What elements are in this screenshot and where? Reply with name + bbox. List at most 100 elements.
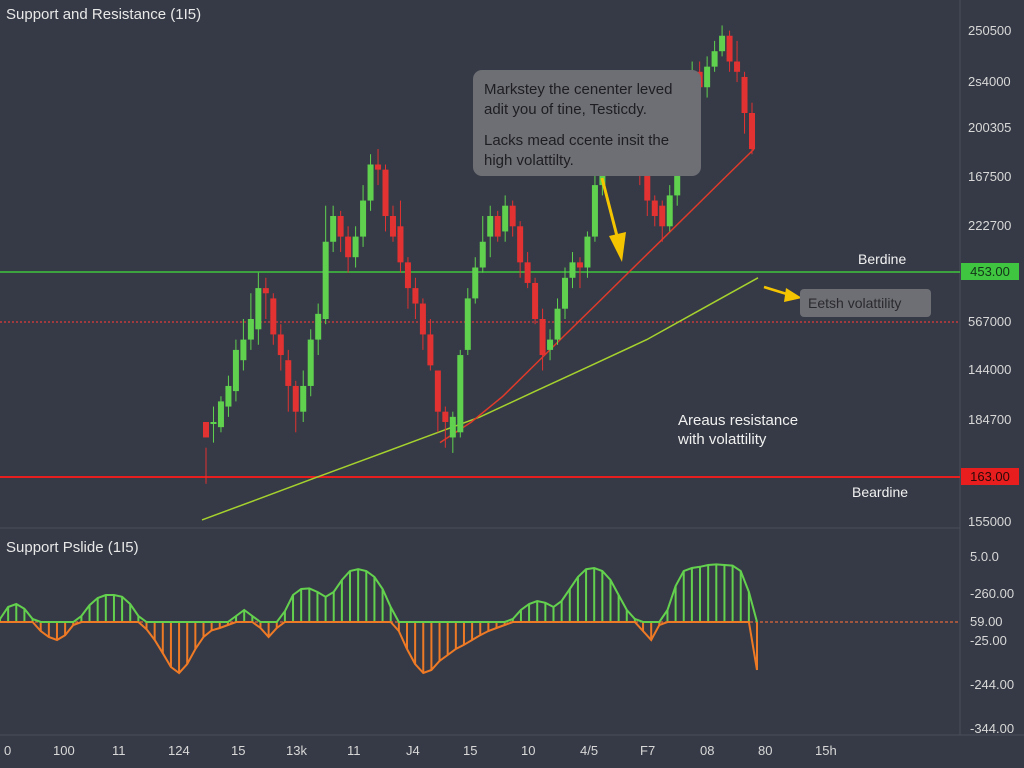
candle: [719, 25, 726, 57]
price-tick-label: 250500: [968, 23, 1011, 38]
oscillator-tick-label: 5.0.0: [970, 549, 999, 564]
candle: [330, 205, 337, 253]
time-tick-label: 124: [168, 743, 190, 758]
candle: [345, 226, 352, 273]
support-price-badge: 163.00: [961, 468, 1019, 485]
oscillator-bars: [0, 564, 758, 673]
callout-text-2: Lacks mead ccente insit the high volatti…: [484, 132, 670, 169]
candle: [472, 257, 479, 304]
candle: [741, 71, 748, 134]
time-tick-label: J4: [406, 743, 420, 758]
note-box: Eetsh volattility: [800, 289, 931, 317]
time-tick-label: 15: [463, 743, 477, 758]
candle: [569, 252, 576, 289]
time-tick-label: 10: [521, 743, 535, 758]
candle: [509, 200, 516, 237]
time-tick-label: 100: [53, 743, 75, 758]
candle: [547, 329, 554, 361]
callout-text-1: Markstey the cenenter leved adit you of …: [484, 81, 673, 118]
callout-box: Markstey the cenenter leved adit you of …: [473, 70, 701, 176]
candle: [337, 210, 344, 253]
price-tick-label: 222700: [968, 218, 1011, 233]
candle: [360, 185, 367, 247]
candle: [225, 375, 232, 417]
candle: [517, 221, 524, 278]
oscillator-positive-outline: [0, 563, 758, 623]
candle: [666, 185, 673, 232]
candle: [562, 267, 569, 319]
candle: [576, 257, 583, 289]
candle: [502, 195, 509, 242]
candle: [554, 298, 561, 345]
resistance-label: Berdine: [858, 251, 906, 267]
osc-zero-badge: 59.00: [970, 614, 1003, 629]
candle: [300, 370, 307, 422]
candle: [487, 205, 494, 258]
candle: [539, 308, 546, 371]
time-tick-label: 08: [700, 743, 714, 758]
main-chart-title: Support and Resistance (1I5): [6, 6, 202, 23]
price-tick-label: 200305: [968, 120, 1011, 135]
price-axis-ticks: 250500 2s4000 200305 167500 222700 567000 1440…: [968, 23, 1011, 529]
candle: [232, 339, 239, 402]
candle: [591, 174, 598, 242]
price-tick-label: 567000: [968, 314, 1011, 329]
candle: [262, 277, 269, 319]
oscillator-tick-label: -260.00: [970, 586, 1014, 601]
candle: [315, 303, 322, 356]
candle: [532, 277, 539, 325]
annotation-line-2: with volattility: [678, 431, 767, 448]
candle: [255, 272, 262, 345]
candle: [277, 324, 284, 371]
candle: [397, 200, 404, 273]
price-tick-label: 155000: [968, 514, 1011, 529]
candle: [240, 319, 247, 371]
candle: [203, 422, 209, 484]
candle: [584, 231, 591, 278]
candle: [734, 40, 741, 83]
time-tick-label: 11: [112, 743, 126, 758]
candle: [412, 277, 419, 319]
candle: [494, 210, 501, 242]
price-tick-label: 167500: [968, 169, 1011, 184]
resistance-annotation: Areaus resistance with volattility: [678, 411, 798, 449]
candle: [427, 319, 434, 371]
ma-fast-line: [439, 148, 755, 444]
candle: [389, 205, 396, 242]
candle: [704, 56, 711, 98]
time-tick-label: 15h: [815, 743, 837, 758]
candle: [210, 406, 217, 443]
svg-text:163.00: 163.00: [970, 469, 1010, 484]
candle: [307, 329, 314, 397]
callout-arrow-icon: [600, 177, 626, 262]
oscillator-tick-label: -25.00: [970, 633, 1007, 648]
candle: [442, 406, 449, 448]
time-axis-ticks: 0 100 11 124 15 13k 11 J4 15 10 4/5 F7 08 80 15h: [4, 743, 837, 758]
candle: [434, 370, 441, 433]
candle: [659, 200, 666, 242]
candle: [285, 349, 292, 412]
oscillator-tick-label: -344.00: [970, 721, 1014, 736]
candle: [322, 205, 329, 325]
candle: [375, 149, 382, 186]
candle: [419, 298, 426, 350]
ma-slow-line: [201, 277, 759, 521]
candle: [270, 293, 277, 345]
candle: [457, 349, 464, 438]
time-tick-label: 80: [758, 743, 772, 758]
candle: [464, 288, 471, 356]
price-tick-label: 184700: [968, 412, 1011, 427]
candle: [479, 216, 486, 273]
oscillator-title: Support Pslide (1I5): [6, 539, 139, 556]
time-tick-label: F7: [640, 743, 655, 758]
time-tick-label: 4/5: [580, 743, 598, 758]
candle: [651, 195, 658, 227]
resistance-price-badge: 453.00: [961, 263, 1019, 280]
price-tick-label: 2s4000: [968, 74, 1011, 89]
price-tick-label: 144000: [968, 362, 1011, 377]
candle: [352, 226, 359, 268]
support-label: Beardine: [852, 484, 908, 500]
time-tick-label: 13k: [286, 743, 307, 758]
candle: [449, 411, 456, 453]
candle: [404, 257, 411, 309]
